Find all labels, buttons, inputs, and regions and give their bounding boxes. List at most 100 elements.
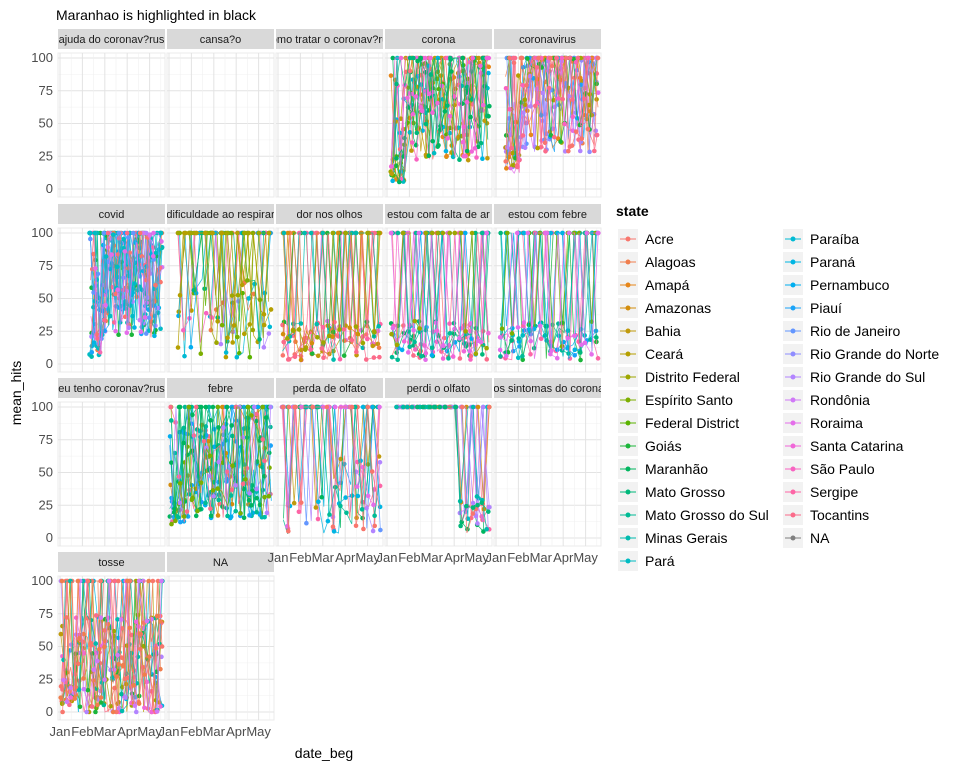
data-point — [153, 250, 159, 256]
data-point — [411, 353, 416, 358]
data-point — [503, 133, 509, 138]
data-point — [114, 709, 119, 715]
data-point — [579, 136, 585, 142]
legend-key-point — [625, 466, 631, 472]
data-point — [64, 615, 69, 620]
data-point — [581, 96, 587, 101]
data-point — [245, 404, 251, 410]
data-point — [220, 460, 226, 465]
legend-key-point — [625, 489, 631, 495]
data-point — [280, 353, 286, 358]
data-point — [153, 282, 158, 288]
facet-panel: estou com falta de ar — [384, 204, 493, 373]
data-point — [84, 709, 89, 715]
facet-panel: dor nos olhos — [275, 204, 384, 373]
y-tick-label: 25 — [39, 148, 53, 163]
chart-title: Maranhao is highlighted in black — [56, 7, 257, 23]
data-point — [310, 351, 315, 356]
strip-label: dificuldade ao respirar — [166, 209, 275, 221]
data-point — [587, 149, 592, 155]
x-tick-label: Jan — [377, 550, 398, 565]
data-point — [554, 355, 560, 361]
data-point — [461, 348, 467, 354]
data-point — [188, 344, 194, 350]
data-point — [261, 322, 267, 328]
data-point — [555, 96, 561, 101]
data-point — [468, 114, 473, 120]
data-point — [473, 325, 479, 331]
data-point — [182, 404, 188, 410]
data-point — [426, 91, 432, 97]
legend-key-point — [790, 259, 796, 265]
data-point — [94, 332, 99, 337]
data-point — [394, 404, 399, 410]
data-point — [246, 296, 251, 301]
data-point — [511, 60, 517, 66]
data-point — [326, 333, 332, 339]
data-point — [378, 527, 383, 533]
data-point — [411, 327, 416, 333]
data-point — [260, 404, 266, 410]
data-point — [398, 116, 404, 122]
data-point — [321, 355, 326, 360]
data-point — [167, 434, 173, 439]
data-point — [353, 324, 359, 329]
data-point — [286, 356, 292, 362]
data-point — [407, 55, 413, 61]
legend-item: Federal District — [618, 413, 739, 433]
data-point — [459, 404, 465, 410]
data-point — [344, 510, 349, 516]
data-point — [181, 440, 186, 446]
data-point — [142, 705, 147, 711]
series-line — [506, 57, 598, 168]
data-point — [203, 500, 208, 506]
data-point — [64, 699, 70, 705]
data-point — [516, 73, 521, 78]
x-tick-label: Feb — [507, 550, 529, 565]
x-tick-label: Mar — [94, 724, 117, 739]
data-point — [89, 354, 94, 359]
data-point — [555, 347, 560, 353]
data-point — [396, 179, 402, 185]
data-point — [224, 404, 230, 410]
data-point — [223, 350, 229, 355]
strip-label: ajuda do coronav?rus — [59, 34, 165, 46]
data-point — [238, 511, 243, 516]
strip-background — [167, 552, 274, 572]
data-point — [98, 700, 104, 705]
panel-background — [493, 401, 602, 547]
data-point — [516, 336, 522, 341]
data-point — [77, 704, 83, 710]
data-point — [262, 458, 267, 464]
data-point — [414, 130, 420, 136]
data-point — [579, 342, 584, 348]
data-point — [102, 644, 107, 650]
facet-panel: febre — [166, 378, 275, 547]
legend-key-point — [790, 282, 796, 288]
data-point — [445, 103, 450, 108]
data-point — [118, 617, 124, 622]
data-point — [85, 687, 91, 693]
data-point — [285, 230, 291, 236]
data-point — [98, 695, 104, 700]
data-point — [122, 676, 128, 682]
data-point — [394, 342, 400, 348]
legend-item: Maranhão — [618, 459, 708, 479]
data-point — [292, 404, 297, 410]
data-point — [330, 514, 336, 520]
data-point — [349, 493, 355, 499]
data-point — [546, 85, 552, 91]
data-point — [419, 354, 424, 359]
strip-background — [58, 204, 165, 224]
x-tick-label: Feb — [180, 724, 202, 739]
data-point — [254, 486, 259, 492]
data-point — [113, 291, 118, 297]
data-point — [139, 287, 145, 293]
data-point — [543, 323, 548, 329]
data-point — [266, 331, 272, 336]
legend-key-point — [790, 420, 796, 426]
strip-label: quais os sintomas do coronav?rus — [464, 383, 631, 395]
data-point — [417, 326, 423, 331]
data-point — [549, 63, 555, 69]
data-point — [441, 335, 447, 341]
